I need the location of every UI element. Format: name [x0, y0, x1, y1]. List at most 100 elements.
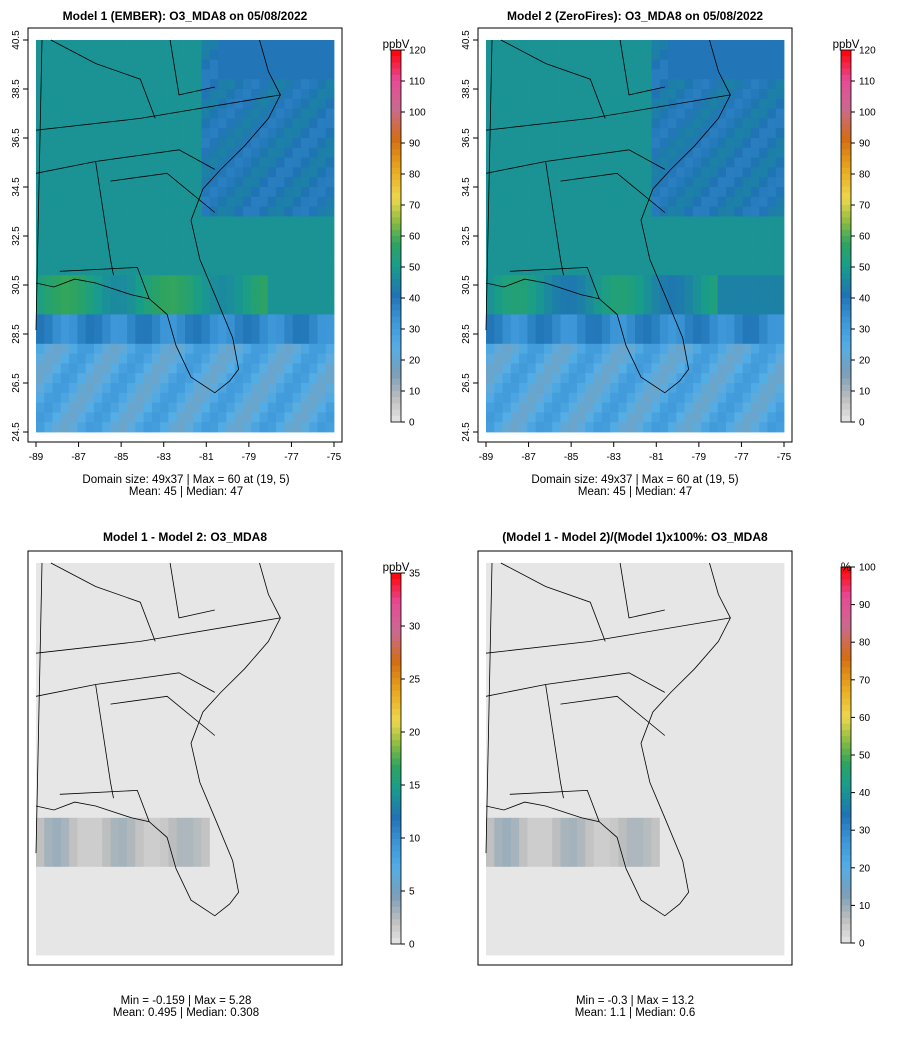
raster-cell — [543, 108, 553, 119]
raster-cell — [168, 915, 178, 926]
raster-cell — [102, 857, 111, 868]
raster-cell — [218, 79, 227, 90]
raster-cell — [77, 719, 87, 730]
raster-cell — [709, 245, 719, 256]
raster-cell — [684, 392, 694, 403]
raster-cell — [759, 265, 768, 276]
raster-cell — [684, 196, 694, 207]
raster-cell — [659, 422, 669, 433]
raster-cell — [585, 363, 595, 374]
colorbar-segment — [391, 733, 401, 741]
raster-cell — [193, 167, 202, 178]
raster-cell — [234, 670, 244, 681]
raster-cell — [560, 265, 570, 276]
raster-cell — [77, 89, 87, 100]
colorbar-segment — [391, 87, 401, 94]
raster-cell — [176, 572, 186, 583]
raster-cell — [209, 167, 219, 178]
raster-cell — [284, 768, 294, 779]
raster-cell — [651, 108, 661, 119]
raster-cell — [635, 236, 644, 247]
raster-cell — [601, 40, 611, 51]
raster-cell — [684, 314, 694, 325]
colorbar-segment — [841, 304, 851, 311]
y-tick-label: 28.5 — [461, 324, 472, 344]
raster-cell — [643, 265, 652, 276]
raster-cell — [577, 275, 586, 286]
raster-cell — [717, 334, 727, 345]
raster-cell — [593, 631, 603, 642]
raster-cell — [317, 876, 327, 887]
raster-cell — [618, 402, 628, 413]
raster-cell — [218, 206, 227, 217]
raster-cell — [151, 285, 161, 296]
raster-cell — [127, 621, 136, 632]
raster-cell — [300, 896, 310, 907]
raster-cell — [325, 98, 335, 109]
raster-cell — [510, 392, 520, 403]
raster-cell — [267, 582, 277, 593]
raster-cell — [659, 40, 669, 51]
raster-cell — [684, 108, 694, 119]
raster-cell — [168, 226, 178, 237]
raster-cell — [160, 128, 169, 139]
raster-cell — [759, 167, 768, 178]
raster-cell — [701, 226, 710, 237]
raster-cell — [276, 147, 285, 158]
raster-cell — [69, 906, 78, 917]
raster-cell — [276, 304, 285, 315]
raster-cell — [251, 187, 260, 198]
colorbar-segment — [391, 888, 401, 896]
raster-cell — [593, 236, 603, 247]
raster-cell — [300, 572, 310, 583]
raster-cell — [618, 422, 628, 433]
raster-cell — [102, 422, 111, 433]
raster-cell — [151, 925, 161, 936]
raster-cell — [300, 876, 310, 887]
raster-cell — [185, 285, 194, 296]
raster-cell — [251, 680, 260, 691]
raster-cell — [292, 719, 302, 730]
raster-cell — [85, 245, 95, 256]
y-tick-label: 36.5 — [11, 128, 22, 148]
raster-cell — [36, 206, 45, 217]
raster-cell — [276, 690, 285, 701]
raster-cell — [510, 128, 520, 139]
raster-cell — [118, 631, 128, 642]
raster-cell — [193, 837, 202, 848]
raster-cell — [276, 334, 285, 345]
raster-cell — [201, 572, 211, 583]
raster-cell — [176, 128, 186, 139]
raster-cell — [44, 837, 53, 848]
raster-cell — [535, 147, 545, 158]
raster-cell — [276, 719, 285, 730]
raster-cell — [610, 285, 619, 296]
raster-cell — [69, 661, 78, 672]
raster-cell — [52, 304, 62, 315]
raster-cell — [527, 383, 537, 394]
raster-cell — [585, 373, 595, 384]
raster-cell — [168, 392, 178, 403]
colorbar-tick-label: 110 — [859, 77, 875, 88]
raster-cell — [325, 827, 335, 838]
raster-cell — [160, 572, 169, 583]
raster-cell — [502, 343, 512, 354]
raster-cell — [684, 187, 694, 198]
raster-cell — [151, 759, 161, 770]
raster-cell — [44, 206, 53, 217]
raster-cell — [643, 582, 652, 593]
raster-cell — [251, 157, 260, 168]
raster-cell — [494, 265, 503, 276]
raster-cell — [52, 167, 62, 178]
raster-cell — [110, 412, 120, 423]
raster-cell — [209, 138, 219, 149]
raster-cell — [692, 631, 702, 642]
raster-cell — [651, 412, 661, 423]
raster-cell — [300, 886, 310, 897]
raster-cell — [168, 98, 178, 109]
raster-cell — [535, 118, 545, 129]
raster-cell — [568, 285, 578, 296]
raster-cell — [610, 118, 619, 129]
raster-cell — [767, 226, 777, 237]
raster-cell — [218, 778, 227, 789]
